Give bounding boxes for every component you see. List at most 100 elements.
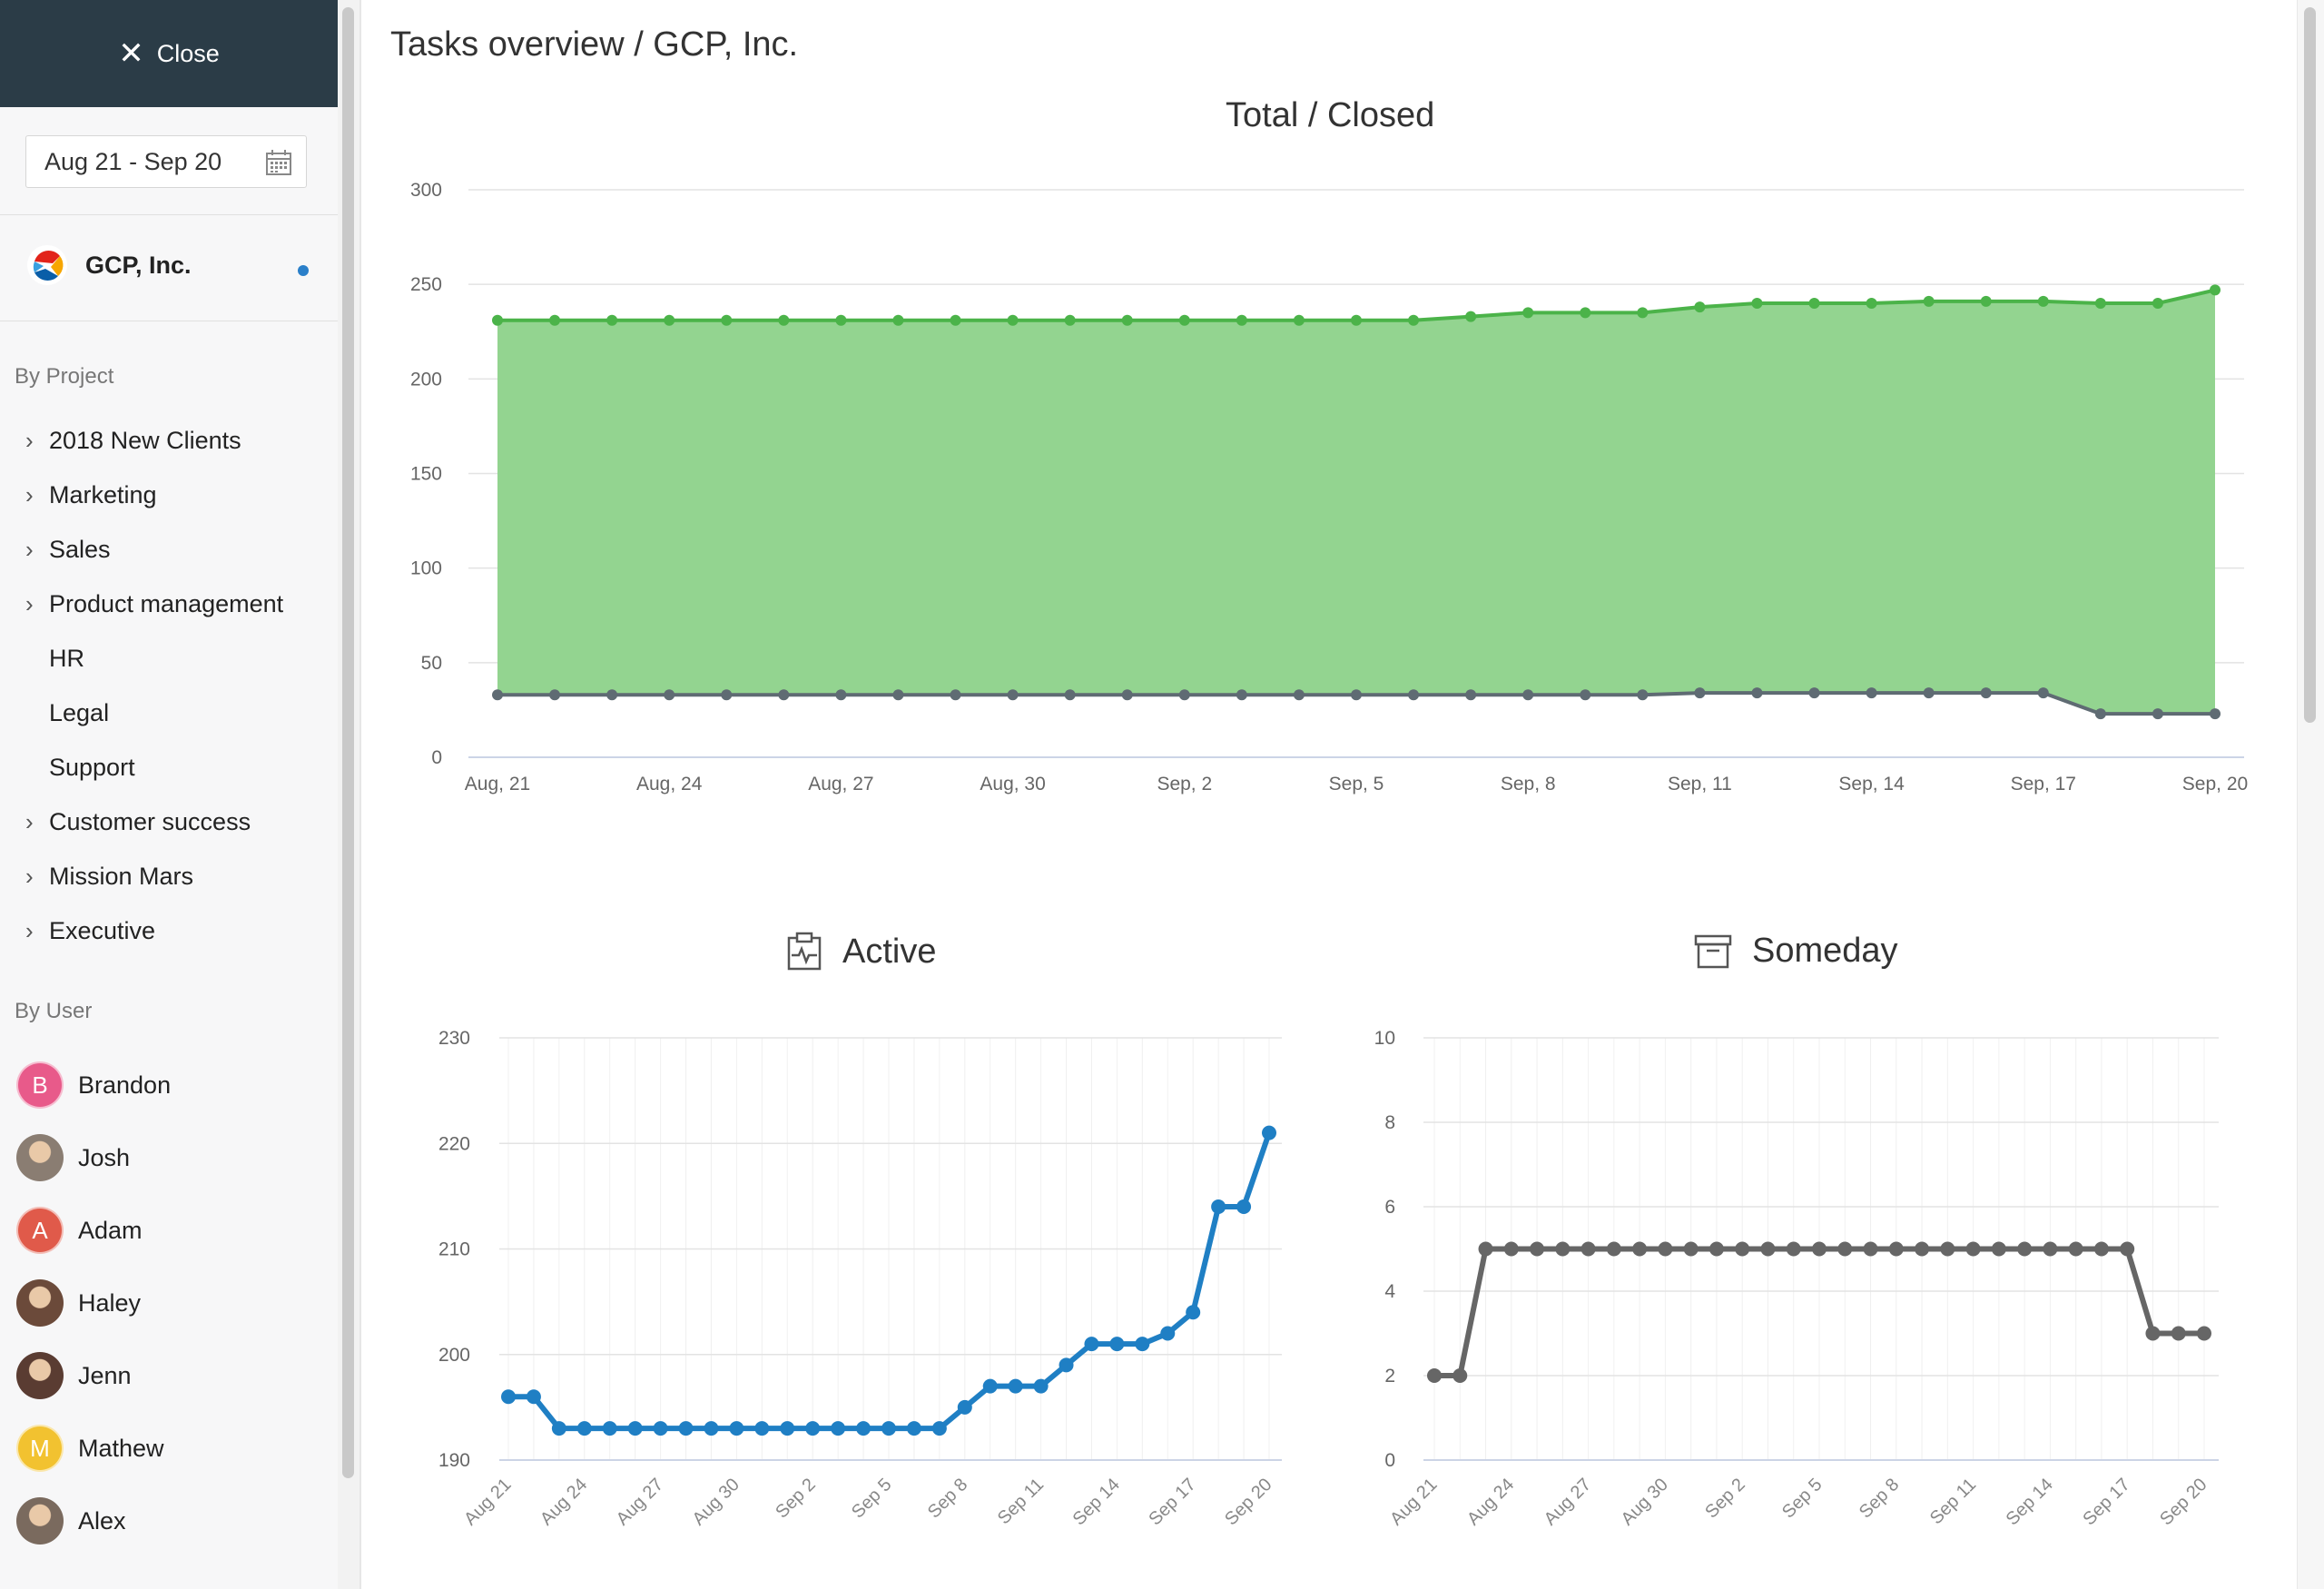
calendar-icon[interactable] <box>264 148 293 177</box>
data-point <box>1965 1241 1981 1257</box>
user-name: Haley <box>78 1288 142 1317</box>
date-range-picker[interactable]: Aug 21 - Sep 20 <box>25 135 307 188</box>
project-item[interactable]: › Customer success <box>25 808 251 836</box>
user-name: Alex <box>78 1506 126 1535</box>
data-point <box>2093 1241 2109 1257</box>
project-item[interactable]: › 2018 New Clients <box>25 427 241 455</box>
x-tick-label: Sep 14 <box>1069 1475 1124 1529</box>
project-item[interactable]: › Product management <box>25 590 283 618</box>
sidebar-scrollbar-thumb[interactable] <box>342 7 354 1478</box>
project-item[interactable]: ›Legal <box>25 699 109 727</box>
data-point <box>721 689 733 701</box>
y-tick-label: 50 <box>421 653 442 674</box>
data-point <box>2037 687 2049 699</box>
data-point <box>678 1421 694 1436</box>
project-item[interactable]: ›Support <box>25 754 135 782</box>
data-point <box>2171 1326 2186 1341</box>
x-tick-label: Sep 5 <box>1778 1475 1827 1523</box>
y-tick-label: 190 <box>438 1450 470 1471</box>
data-point <box>1121 314 1133 326</box>
project-item-label: Marketing <box>49 481 157 508</box>
date-range-value: Aug 21 - Sep 20 <box>44 147 222 175</box>
data-point <box>2068 1241 2083 1257</box>
data-point <box>778 314 790 326</box>
data-point <box>2197 1326 2211 1341</box>
x-tick-label: Aug, 27 <box>808 774 873 794</box>
data-point <box>1007 314 1019 326</box>
user-item[interactable]: M Mathew <box>16 1425 164 1472</box>
project-item[interactable]: › Executive <box>25 917 155 945</box>
avatar-initial: A <box>32 1216 48 1244</box>
user-item[interactable]: Josh <box>16 1134 130 1181</box>
divider <box>0 214 338 215</box>
x-tick-label: Sep 5 <box>848 1475 896 1523</box>
y-tick-label: 200 <box>410 369 442 390</box>
data-point <box>982 1378 998 1394</box>
data-point <box>1808 687 1820 699</box>
data-point <box>892 314 904 326</box>
data-point <box>778 689 790 701</box>
org-selector[interactable]: GCP, Inc. <box>25 243 192 287</box>
user-item[interactable]: Alex <box>16 1497 126 1545</box>
data-point <box>1186 1305 1201 1320</box>
data-point <box>1606 1241 1621 1257</box>
chevron-right-icon[interactable]: › <box>25 427 34 454</box>
avatar-initial: M <box>30 1434 50 1462</box>
chevron-right-icon[interactable]: › <box>25 917 34 944</box>
data-point <box>754 1421 770 1436</box>
avatar <box>16 1279 64 1327</box>
x-tick-label: Aug, 21 <box>465 774 530 794</box>
data-point <box>501 1389 516 1405</box>
data-point <box>729 1421 744 1436</box>
data-point <box>780 1421 795 1436</box>
series-line <box>508 1131 1272 1432</box>
data-point <box>1866 298 1877 309</box>
data-point <box>1555 1241 1571 1257</box>
project-item-label: Executive <box>49 917 156 944</box>
data-point <box>835 314 847 326</box>
user-name: Adam <box>78 1216 143 1244</box>
data-point <box>1940 1241 1955 1257</box>
chevron-right-icon[interactable]: › <box>25 590 34 617</box>
chevron-right-icon[interactable]: › <box>25 808 34 835</box>
x-tick-label: Sep, 20 <box>2182 774 2248 794</box>
project-item[interactable]: › Marketing <box>25 481 157 509</box>
by-user-title: By User <box>15 999 93 1023</box>
y-tick-label: 220 <box>438 1133 470 1154</box>
data-point <box>805 1421 821 1436</box>
project-item-label: 2018 New Clients <box>49 427 241 454</box>
data-point <box>2145 1326 2161 1341</box>
close-button[interactable]: ✕ Close <box>0 0 338 107</box>
data-point <box>835 689 847 701</box>
data-point <box>606 314 618 326</box>
page-title: Tasks overview / GCP, Inc. <box>390 25 799 64</box>
project-item[interactable]: › Mission Mars <box>25 863 193 891</box>
avatar: A <box>16 1207 64 1254</box>
data-point <box>1007 689 1019 701</box>
user-item[interactable]: Haley <box>16 1279 141 1327</box>
data-point <box>1262 1125 1276 1140</box>
chart-title-someday: Someday <box>1752 932 1898 970</box>
chevron-right-icon[interactable]: › <box>25 536 34 563</box>
data-point <box>2152 298 2163 309</box>
user-item[interactable]: B Brandon <box>16 1061 171 1109</box>
project-item[interactable]: ›HR <box>25 645 84 673</box>
chevron-right-icon[interactable]: › <box>25 863 34 890</box>
chevron-right-icon[interactable]: › <box>25 481 34 508</box>
avatar: M <box>16 1425 64 1472</box>
data-point <box>1683 1241 1699 1257</box>
project-item[interactable]: › Sales <box>25 536 111 564</box>
data-point <box>2210 708 2221 720</box>
data-point <box>492 689 503 701</box>
data-point <box>1694 687 1706 699</box>
data-point <box>1866 687 1877 699</box>
data-point <box>549 314 561 326</box>
main-scrollbar-thumb[interactable] <box>2304 7 2316 723</box>
data-point <box>1923 295 1935 307</box>
y-tick-label: 10 <box>1374 1028 1395 1049</box>
by-project-title: By Project <box>15 364 114 389</box>
x-tick-label: Sep 20 <box>2156 1475 2211 1529</box>
user-item[interactable]: Jenn <box>16 1352 132 1399</box>
data-point <box>627 1421 643 1436</box>
user-item[interactable]: A Adam <box>16 1207 143 1254</box>
